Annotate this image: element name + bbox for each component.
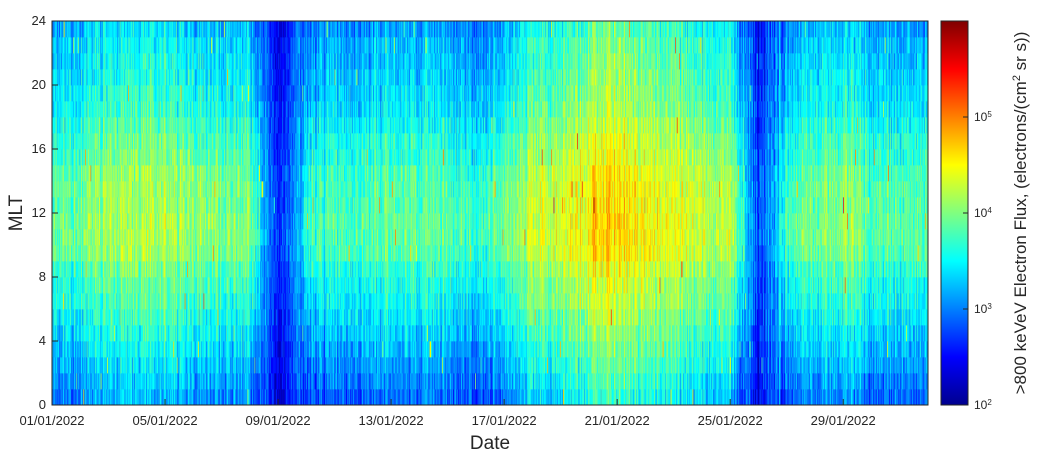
heatmap-cells bbox=[52, 21, 928, 405]
